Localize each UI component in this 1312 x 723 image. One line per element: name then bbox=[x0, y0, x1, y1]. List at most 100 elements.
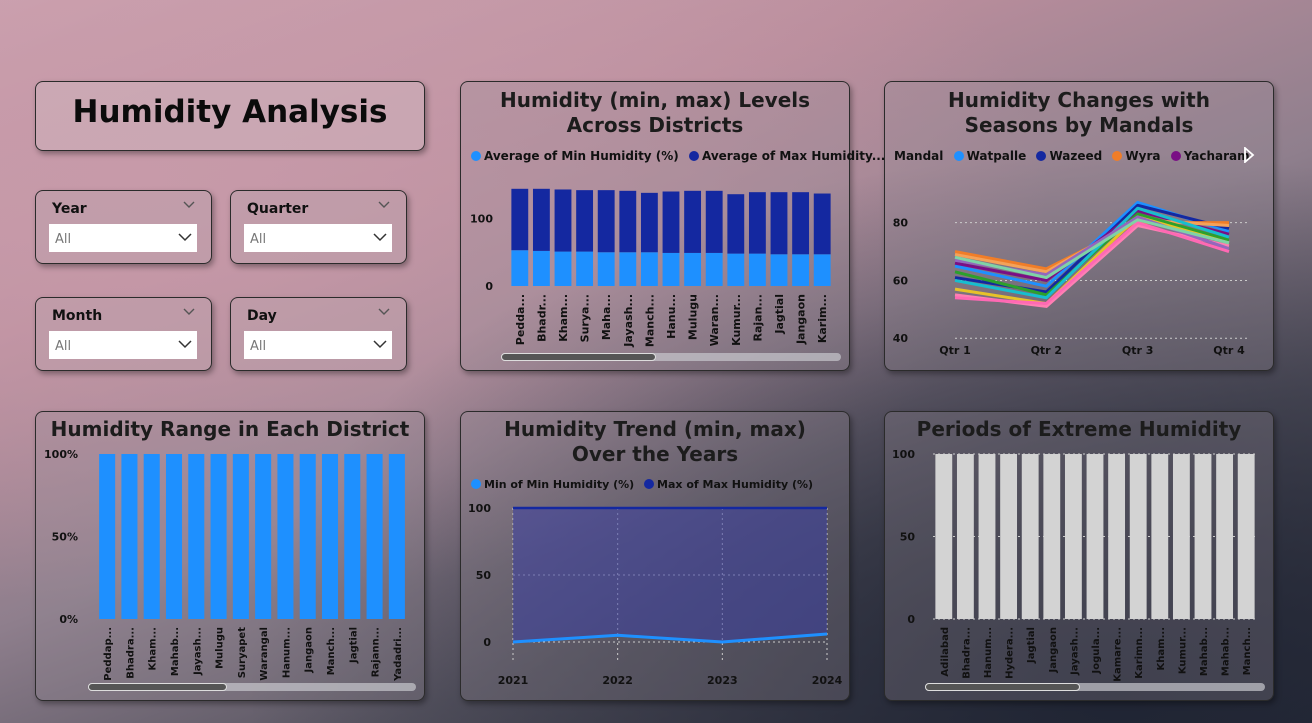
slicer-value: All bbox=[55, 339, 72, 354]
extreme-bar-chart[interactable]: 0 50 100 Adilabad Bhadra... Hanum... Hydera...… bbox=[885, 444, 1273, 684]
x-tick-label: Bhadra... bbox=[125, 627, 136, 679]
extreme-bar bbox=[1000, 454, 1018, 619]
chart-title: Humidity Changes with Seasons by Mandals bbox=[948, 88, 1210, 137]
range-bar-chart[interactable]: 0% 50% 100% Peddap... Bhadra... Kham... Mahab.… bbox=[36, 444, 424, 684]
range-bar bbox=[143, 454, 160, 619]
scrollbar-thumb[interactable] bbox=[88, 683, 227, 691]
bar-min-humidity bbox=[792, 254, 810, 286]
series-line bbox=[954, 218, 1230, 280]
range-bar bbox=[210, 454, 227, 619]
extreme-bar bbox=[1194, 454, 1212, 619]
slicer-label: Quarter bbox=[247, 201, 309, 217]
x-tick-label: Kumur... bbox=[1177, 627, 1188, 674]
legend-item[interactable]: Wyra bbox=[1112, 149, 1161, 163]
year-dropdown[interactable]: All bbox=[49, 224, 197, 252]
extreme-bar bbox=[1086, 454, 1104, 619]
legend-label: Yacharam bbox=[1183, 149, 1250, 163]
x-tick-label: 2021 bbox=[498, 674, 529, 687]
area-fill bbox=[513, 508, 827, 642]
legend-item[interactable]: Average of Min Humidity (%) bbox=[471, 149, 679, 163]
stacked-bar-chart[interactable]: 0 100 Pedda... Bhadr... Kham... Surya... Maha.… bbox=[461, 168, 849, 368]
bar-max-humidity bbox=[748, 192, 766, 254]
bar-max-humidity bbox=[727, 194, 745, 254]
slicer-value: All bbox=[250, 232, 267, 247]
line-chart[interactable]: 40 60 80 Qtr 1 Qtr 2 Qtr 3 Qtr 4 bbox=[885, 168, 1273, 368]
x-tick-label: Mahab... bbox=[1221, 627, 1232, 676]
scrollbar-thumb[interactable] bbox=[501, 353, 656, 361]
legend-item[interactable]: Yacharam bbox=[1170, 149, 1250, 163]
month-dropdown[interactable]: All bbox=[49, 331, 197, 359]
month-slicer[interactable]: Month All bbox=[35, 297, 212, 371]
quarter-dropdown[interactable]: All bbox=[244, 224, 392, 252]
humidity-range-card[interactable]: Humidity Range in Each District 0% 50% 100… bbox=[35, 411, 425, 701]
scrollbar-thumb[interactable] bbox=[925, 683, 1080, 691]
x-tick-label: Maha... bbox=[600, 294, 613, 340]
slicer-value: All bbox=[55, 232, 72, 247]
x-tick-label: 2024 bbox=[812, 674, 843, 687]
range-bar bbox=[188, 454, 205, 619]
legend-dot bbox=[1170, 151, 1181, 161]
legend-next-icon[interactable] bbox=[1243, 147, 1255, 163]
chevron-down-icon bbox=[178, 340, 192, 349]
chevron-down-icon bbox=[373, 340, 387, 349]
x-tick-label: Jogula... bbox=[1091, 627, 1102, 674]
bar-min-humidity bbox=[727, 253, 745, 286]
horizontal-scrollbar[interactable] bbox=[88, 683, 416, 691]
x-tick-label: Hanum... bbox=[983, 627, 994, 678]
x-tick-label: Peddap... bbox=[103, 627, 114, 681]
extreme-bar bbox=[1151, 454, 1169, 619]
y-tick-label: 50% bbox=[52, 531, 78, 544]
bar-min-humidity bbox=[705, 252, 723, 286]
chevron-down-icon bbox=[373, 233, 387, 242]
extreme-bar bbox=[1064, 454, 1082, 619]
chevron-down-icon[interactable] bbox=[183, 201, 195, 209]
bar-max-humidity bbox=[662, 191, 680, 253]
day-dropdown[interactable]: All bbox=[244, 331, 392, 359]
chevron-down-icon[interactable] bbox=[378, 201, 390, 209]
legend-item[interactable]: Max of Max Humidity (%) bbox=[644, 478, 813, 491]
x-tick-label: Jayash... bbox=[1069, 627, 1080, 676]
report-title: Humidity Analysis bbox=[72, 94, 388, 130]
legend-item[interactable]: Average of Max Humidity... bbox=[688, 149, 885, 163]
x-tick-label: Waran... bbox=[708, 294, 721, 346]
x-tick-label: Qtr 4 bbox=[1213, 344, 1245, 357]
chart-title: Humidity Range in Each District bbox=[50, 417, 410, 441]
day-slicer[interactable]: Day All bbox=[230, 297, 407, 371]
y-tick-label: 50 bbox=[476, 569, 492, 582]
legend-dot bbox=[471, 479, 481, 489]
bar-min-humidity bbox=[576, 251, 594, 286]
humidity-levels-card[interactable]: Humidity (min, max) Levels Across Distri… bbox=[460, 81, 885, 371]
horizontal-scrollbar[interactable] bbox=[501, 353, 841, 361]
bar-max-humidity bbox=[640, 192, 658, 253]
quarter-slicer[interactable]: Quarter All bbox=[230, 190, 407, 264]
area-chart[interactable]: 0 50 100 2021 2022 2023 2024 bbox=[461, 496, 849, 696]
range-bar bbox=[121, 454, 138, 619]
horizontal-scrollbar[interactable] bbox=[925, 683, 1265, 691]
x-tick-label: Jayash... bbox=[192, 627, 203, 676]
extreme-bar bbox=[1043, 454, 1061, 619]
chart-legend: Average of Min Humidity (%) Average of M… bbox=[471, 149, 891, 163]
year-slicer[interactable]: Year All bbox=[35, 190, 212, 264]
legend-title: Mandal bbox=[894, 149, 944, 163]
range-bar bbox=[388, 454, 405, 619]
legend-label: Average of Min Humidity (%) bbox=[484, 149, 679, 163]
legend-item[interactable]: Watpalle bbox=[953, 149, 1026, 163]
bar-max-humidity bbox=[576, 190, 594, 252]
legend-item[interactable]: Min of Min Humidity (%) bbox=[471, 478, 634, 491]
x-tick-label: Adilabad bbox=[940, 627, 951, 677]
range-bar bbox=[165, 454, 183, 619]
seasonal-humidity-card[interactable]: Humidity Changes with Seasons by Mandals… bbox=[884, 81, 1274, 371]
legend-item[interactable]: Wazeed bbox=[1036, 149, 1102, 163]
chevron-down-icon[interactable] bbox=[183, 308, 195, 316]
range-bar bbox=[255, 454, 272, 619]
x-tick-label: Bhadr... bbox=[535, 294, 548, 342]
series-line bbox=[954, 206, 1230, 300]
y-tick-label: 100% bbox=[44, 448, 78, 461]
range-bar bbox=[366, 454, 383, 619]
legend-label: Wazeed bbox=[1049, 149, 1103, 163]
extreme-humidity-card[interactable]: Periods of Extreme Humidity 0 50 100 Adilab… bbox=[884, 411, 1274, 701]
y-tick-label: 0% bbox=[59, 613, 78, 626]
x-tick-label: Manch... bbox=[1242, 627, 1253, 675]
chevron-down-icon[interactable] bbox=[378, 308, 390, 316]
humidity-trend-card[interactable]: Humidity Trend (min, max) Over the Years… bbox=[460, 411, 850, 701]
